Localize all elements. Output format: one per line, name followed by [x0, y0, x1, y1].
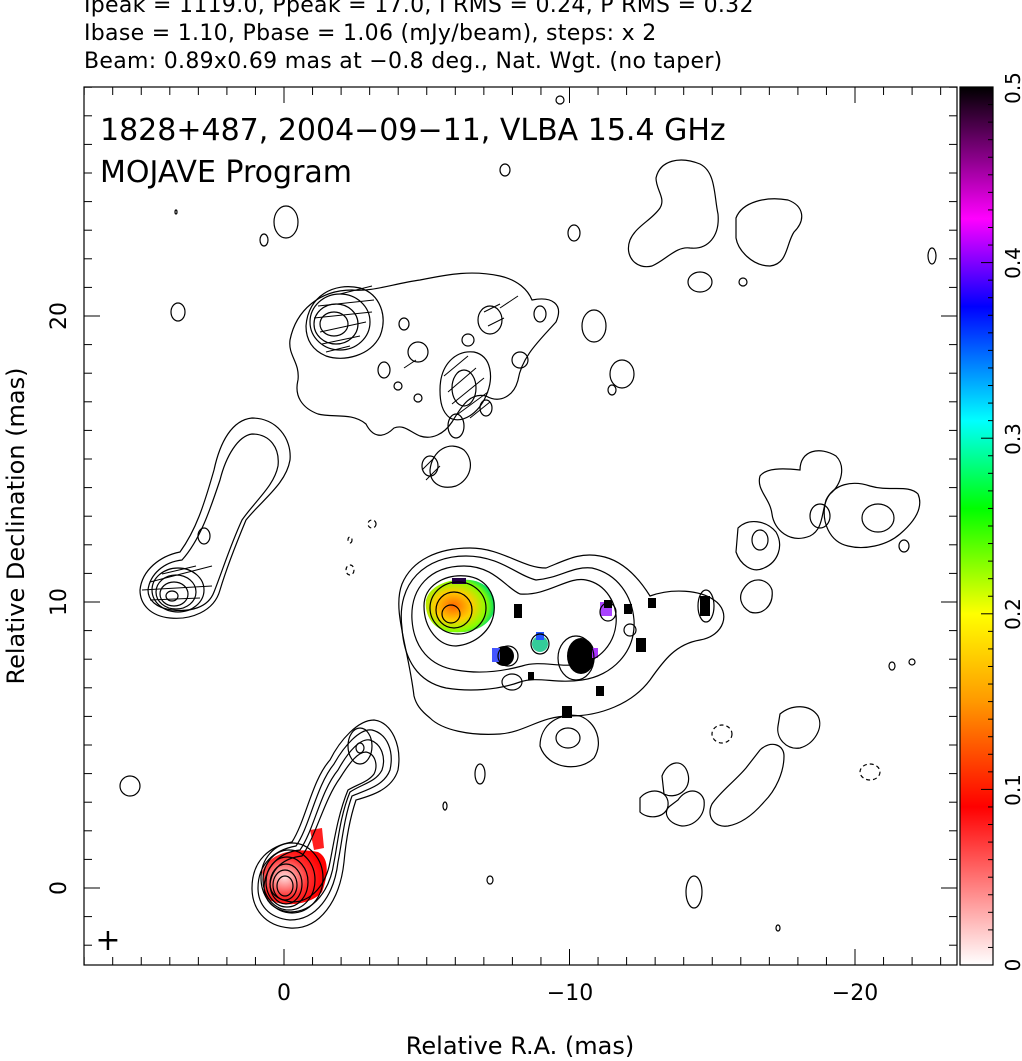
xtick-label: 0	[277, 981, 291, 1006]
colorbar-tick-label: 0.1	[1001, 774, 1022, 806]
axis-ticks	[83, 86, 957, 965]
evpa-vectors	[141, 285, 519, 601]
polarization-color-map	[262, 578, 710, 905]
colorbar-tick-label: 0.5	[1001, 72, 1022, 104]
colorbar-ticks	[981, 86, 993, 966]
program-title: MOJAVE Program	[100, 155, 352, 190]
source-title: 1828+487, 2004−09−11, VLBA 15.4 GHz	[100, 113, 726, 148]
colorbar-tick-label: 0.4	[1001, 247, 1022, 279]
plot-frame	[83, 86, 958, 966]
beam-marker: +	[95, 923, 120, 958]
y-axis-label: Relative Declination (mas)	[2, 367, 30, 684]
header-beam-line: Beam: 0.89x0.69 mas at −0.8 deg., Nat. W…	[84, 49, 723, 74]
colorbar-tick-label: 0	[1001, 959, 1022, 972]
ytick-label: 0	[47, 881, 72, 895]
x-axis-label: Relative R.A. (mas)	[406, 1032, 634, 1060]
ytick-label: 10	[47, 588, 72, 616]
intensity-contours	[119, 95, 937, 932]
ytick-label: 20	[47, 302, 72, 330]
colorbar	[959, 86, 994, 966]
colorbar-tick-label: 0.3	[1001, 423, 1022, 455]
header-stats-line: Ipeak = 1119.0, Ppeak = 17.0, I RMS = 0.…	[84, 0, 754, 18]
colorbar-tick-label: 0.2	[1001, 598, 1022, 630]
xtick-label: −10	[547, 981, 593, 1006]
header-base-line: Ibase = 1.10, Pbase = 1.06 (mJy/beam), s…	[84, 21, 657, 46]
negative-contours	[345, 519, 881, 781]
xtick-label: −20	[832, 981, 878, 1006]
